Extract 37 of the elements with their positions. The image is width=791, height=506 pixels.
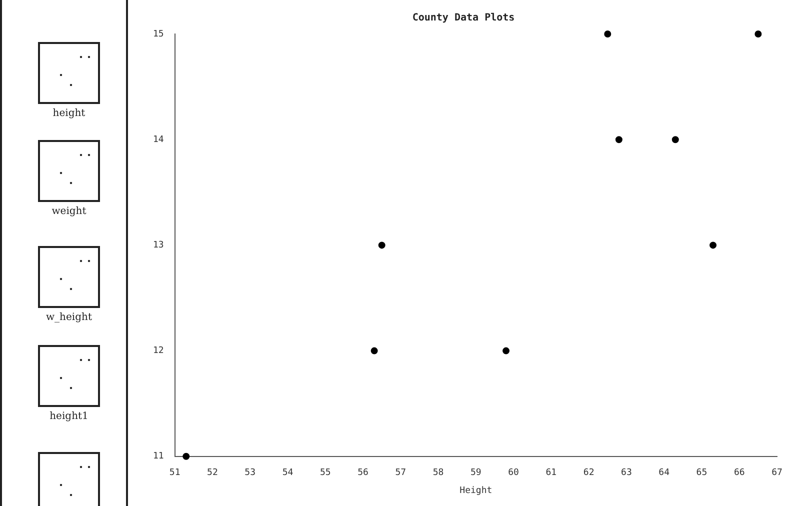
point	[182, 452, 190, 460]
y-tick-label: 13	[152, 240, 164, 251]
point	[672, 136, 679, 144]
y-tick-label: 15	[152, 29, 164, 40]
x-tick-label: 65	[696, 468, 708, 478]
point	[710, 242, 717, 249]
x-tick-label: 61	[546, 468, 557, 478]
y-tick-label: 11	[152, 452, 164, 462]
text: height	[52, 108, 86, 119]
x-tick-label: 60	[508, 468, 519, 478]
x-tick-label: 55	[320, 468, 331, 478]
text: w_height	[45, 312, 93, 323]
x-tick-label: 57	[395, 468, 406, 478]
x-tick-label: 63	[621, 468, 632, 478]
x-tick-label: 59	[470, 468, 482, 478]
x-tick-label: 53	[244, 468, 256, 478]
chart-title: County Data Plots	[412, 12, 515, 24]
x-tick-label: 58	[432, 468, 444, 478]
point	[604, 30, 612, 38]
x-tick-label: 66	[734, 468, 745, 478]
x-tick-label: 52	[207, 468, 218, 478]
x-tick-label: 51	[169, 468, 180, 478]
x-axis-title: Height	[460, 486, 492, 496]
x-tick-label: 67	[772, 468, 782, 478]
x-tick-label: 54	[282, 468, 294, 478]
text: height1	[48, 411, 90, 422]
y-tick-label: 12	[152, 346, 164, 356]
x-tick-label: 62	[583, 468, 594, 478]
x-tick-label: 64	[658, 468, 670, 478]
point	[754, 30, 762, 38]
point	[502, 347, 510, 354]
point	[615, 136, 622, 144]
x-tick-label: 56	[358, 468, 368, 478]
y-tick-label: 14	[152, 134, 164, 145]
point	[370, 347, 378, 354]
text: weight	[50, 206, 88, 217]
point	[378, 242, 386, 249]
